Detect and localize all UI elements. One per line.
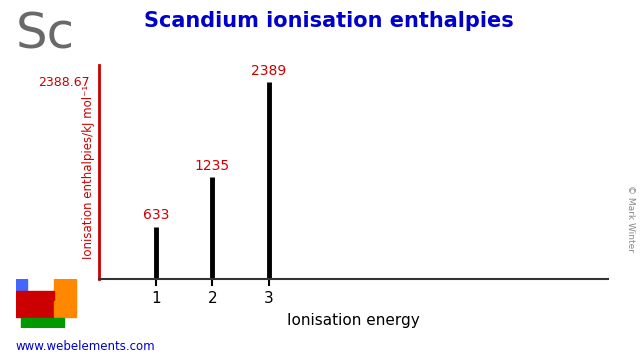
Text: © Mark Winter: © Mark Winter (626, 185, 635, 252)
Bar (54, 279, 76, 301)
Bar (16, 279, 27, 291)
Text: Sc: Sc (16, 11, 75, 59)
Y-axis label: Ionisation enthalpies/kJ mol⁻¹: Ionisation enthalpies/kJ mol⁻¹ (82, 85, 95, 259)
Text: Scandium ionisation enthalpies: Scandium ionisation enthalpies (144, 11, 514, 31)
Text: 2389: 2389 (251, 64, 287, 78)
Bar (54, 301, 76, 317)
Bar (16, 291, 54, 317)
Text: www.webelements.com: www.webelements.com (16, 340, 156, 353)
Text: 2388.67: 2388.67 (38, 76, 90, 89)
Text: 1235: 1235 (195, 159, 230, 173)
X-axis label: Ionisation energy: Ionisation energy (287, 313, 420, 328)
Bar (20, 318, 64, 328)
Text: 633: 633 (143, 208, 169, 222)
